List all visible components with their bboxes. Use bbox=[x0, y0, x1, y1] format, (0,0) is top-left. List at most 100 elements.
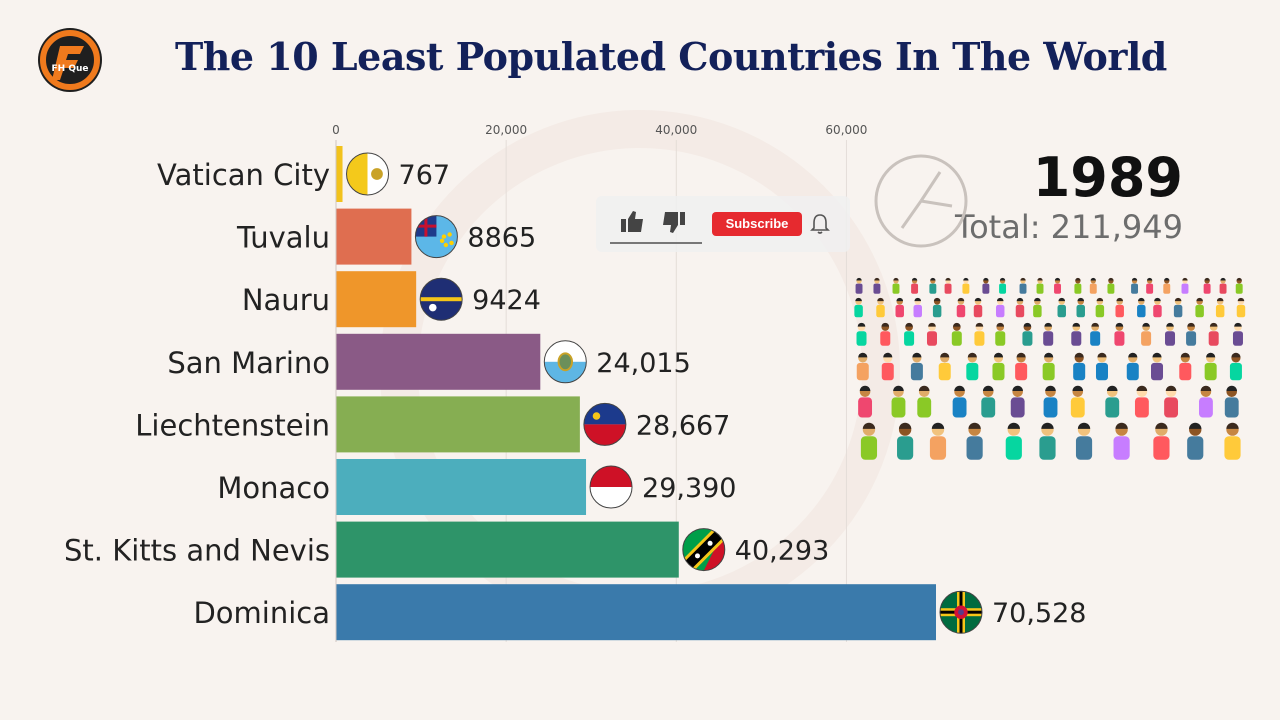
crowd-person bbox=[981, 385, 996, 418]
crowd-person bbox=[1005, 422, 1022, 460]
crowd-person bbox=[895, 297, 904, 318]
logo-text: FH Que bbox=[52, 64, 89, 74]
crowd-person bbox=[926, 322, 937, 346]
crowd-person bbox=[1090, 322, 1101, 346]
crowd-person bbox=[1163, 277, 1171, 294]
category-label: Monaco bbox=[217, 471, 330, 505]
thumbs-up-icon[interactable] bbox=[618, 208, 646, 236]
value-label: 70,528 bbox=[992, 598, 1086, 629]
crowd-person bbox=[1010, 385, 1025, 418]
category-label: San Marino bbox=[167, 346, 330, 380]
crowd-person bbox=[1173, 297, 1183, 318]
x-tick-label: 0 bbox=[332, 123, 340, 137]
bar-0 bbox=[336, 146, 343, 202]
crowd-person bbox=[1235, 277, 1243, 294]
bar-2 bbox=[336, 271, 417, 328]
category-label: Dominica bbox=[193, 596, 330, 630]
bell-icon[interactable] bbox=[808, 212, 832, 236]
x-tick-label: 60,000 bbox=[825, 123, 867, 137]
crowd-person bbox=[1075, 422, 1093, 460]
crowd-person bbox=[1203, 277, 1211, 294]
crowd-person bbox=[891, 385, 906, 418]
category-label: Liechtenstein bbox=[135, 408, 330, 442]
st-kitts-nevis-flag bbox=[682, 528, 726, 572]
crowd-person bbox=[1229, 352, 1242, 381]
crowd-person bbox=[938, 352, 951, 381]
crowd-person bbox=[1057, 297, 1066, 318]
crowd-person bbox=[881, 352, 894, 381]
crowd-person bbox=[1019, 277, 1027, 294]
bar-7 bbox=[336, 584, 936, 641]
crowd-person bbox=[911, 277, 919, 294]
crowd-person bbox=[856, 322, 867, 346]
value-label: 767 bbox=[399, 160, 451, 191]
crowd-person bbox=[1114, 322, 1125, 346]
value-label: 9424 bbox=[472, 285, 541, 316]
nauru-flag bbox=[419, 277, 463, 321]
value-label: 8865 bbox=[467, 223, 536, 254]
crowd-person bbox=[1043, 322, 1054, 346]
crowd-person bbox=[1039, 422, 1056, 460]
thumbs-down-icon[interactable] bbox=[660, 208, 688, 236]
crowd-person bbox=[1187, 422, 1204, 460]
crowd-person bbox=[1113, 422, 1130, 460]
crowd-person bbox=[929, 422, 947, 460]
crowd-person bbox=[1126, 352, 1139, 381]
crowd-person bbox=[910, 352, 923, 381]
youtube-overlay: Subscribe bbox=[596, 196, 850, 252]
crowd-person bbox=[952, 385, 967, 418]
year-label: 1989 bbox=[1032, 146, 1183, 209]
crowd-person bbox=[1153, 297, 1162, 318]
crowd-person bbox=[1074, 277, 1082, 294]
crowd-person bbox=[1186, 322, 1197, 346]
crowd-person bbox=[995, 322, 1006, 346]
crowd-person bbox=[1115, 297, 1124, 318]
category-label: St. Kitts and Nevis bbox=[64, 534, 330, 568]
crowd-person bbox=[858, 385, 873, 418]
crowd-person bbox=[974, 322, 985, 346]
crowd-person bbox=[1199, 385, 1213, 418]
crowd-person bbox=[1015, 352, 1028, 381]
crowd-person bbox=[1054, 277, 1061, 294]
crowd-person bbox=[982, 277, 990, 294]
crowd-person bbox=[932, 297, 942, 318]
crowd-person bbox=[904, 322, 915, 346]
crowd-person bbox=[956, 297, 966, 318]
crowd-person bbox=[913, 297, 922, 318]
crowd-person bbox=[880, 322, 891, 346]
crowd-person bbox=[1153, 422, 1170, 460]
crowd-person bbox=[1105, 385, 1120, 418]
crowd-person bbox=[892, 277, 900, 294]
crowd-person bbox=[1022, 322, 1033, 346]
crowd-person bbox=[1179, 352, 1192, 381]
dominica-flag bbox=[939, 590, 983, 634]
bar-3 bbox=[336, 333, 541, 390]
crowd-person bbox=[995, 297, 1005, 318]
crowd-person bbox=[873, 277, 881, 294]
crowd-person bbox=[860, 422, 878, 460]
crowd-person bbox=[1236, 297, 1246, 318]
category-label: Tuvalu bbox=[236, 221, 330, 255]
crowd-person bbox=[876, 297, 885, 318]
crowd-person bbox=[1219, 277, 1227, 294]
subscribe-button[interactable]: Subscribe bbox=[712, 212, 802, 236]
bar-6 bbox=[336, 521, 679, 578]
crowd-person bbox=[1165, 322, 1176, 346]
crowd-person bbox=[1036, 277, 1044, 294]
monaco-flag bbox=[589, 465, 633, 509]
crowd-person bbox=[929, 277, 937, 294]
crowd-person bbox=[973, 297, 983, 318]
channel-logo: FH Que bbox=[38, 28, 102, 92]
crowd-person bbox=[1146, 277, 1154, 294]
crowd-person bbox=[1033, 297, 1042, 318]
liechtenstein-flag bbox=[583, 402, 627, 446]
crowd-person bbox=[1195, 297, 1204, 318]
crowd-person bbox=[1134, 385, 1149, 418]
value-label: 24,015 bbox=[596, 348, 690, 379]
vatican-flag bbox=[346, 152, 390, 196]
crowd-person bbox=[1131, 277, 1139, 294]
crowd-person bbox=[1089, 277, 1097, 294]
like-ratio-bar bbox=[610, 242, 702, 244]
crowd-person bbox=[917, 385, 932, 418]
